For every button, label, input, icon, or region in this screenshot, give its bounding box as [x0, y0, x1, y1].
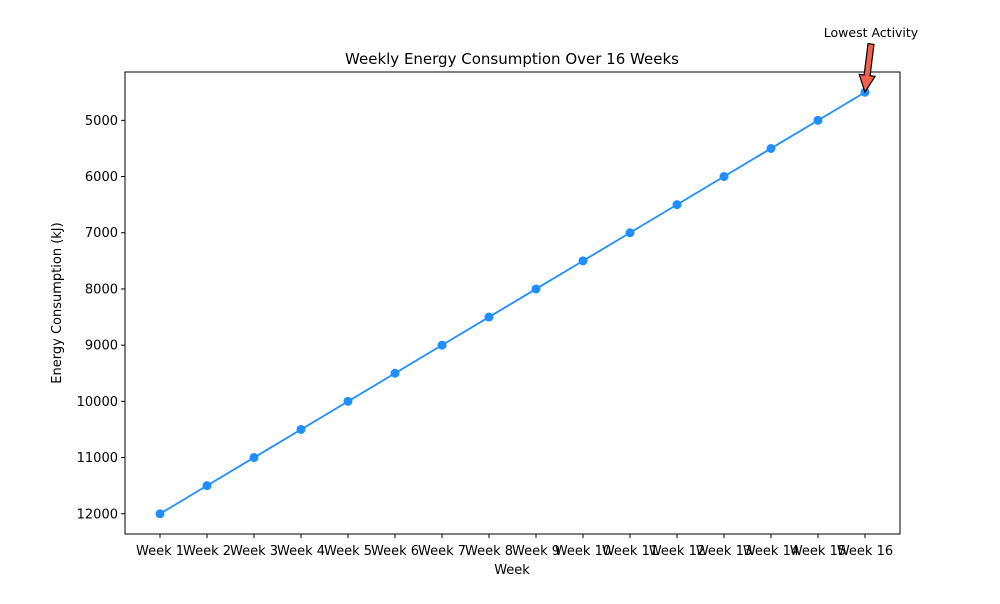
data-point — [578, 256, 588, 266]
data-point — [625, 228, 635, 238]
data-point — [437, 340, 447, 350]
x-tick-label: Week 7 — [418, 544, 466, 559]
data-point — [202, 481, 212, 491]
data-point — [531, 284, 541, 294]
data-point — [672, 200, 682, 210]
y-axis: 5000 6000 7000 8000 9000 10000 11000 12000 — [77, 114, 125, 522]
data-point — [719, 172, 729, 182]
y-tick-label: 10000 — [77, 395, 118, 410]
x-tick-label: Week 16 — [837, 544, 893, 559]
x-tick-label: Week 2 — [183, 544, 231, 559]
y-tick-label: 11000 — [77, 451, 118, 466]
x-tick-label: Week 3 — [230, 544, 278, 559]
series-line — [159, 91, 866, 515]
data-point — [296, 424, 306, 434]
plot-area — [124, 71, 901, 535]
data-point — [249, 453, 259, 463]
data-point — [390, 368, 400, 378]
y-tick-label: 12000 — [77, 507, 118, 522]
y-tick-label: 8000 — [85, 282, 118, 297]
y-tick-label: 5000 — [85, 114, 118, 129]
y-axis-label: Energy Consumption (kJ) — [50, 222, 65, 383]
x-tick-label: Week 12 — [649, 544, 705, 559]
y-tick-label: 7000 — [85, 226, 118, 241]
series-layer — [155, 87, 870, 519]
x-tick-label: Week 8 — [465, 544, 513, 559]
x-tick-label: Week 5 — [324, 544, 372, 559]
x-tick-label: Week 13 — [696, 544, 752, 559]
x-axis-label: Week — [494, 563, 530, 578]
x-tick-label: Week 11 — [602, 544, 658, 559]
data-point — [766, 143, 776, 153]
data-point — [813, 115, 823, 125]
x-tick-label: Week 15 — [790, 544, 846, 559]
x-tick-label: Week 9 — [512, 544, 560, 559]
x-tick-label: Week 6 — [371, 544, 419, 559]
data-point — [343, 396, 353, 406]
data-point — [484, 312, 494, 322]
annotation-arrow — [858, 42, 877, 94]
annotation-layer: Lowest Activity — [824, 25, 919, 94]
x-tick-label: Week 14 — [743, 544, 799, 559]
data-point — [155, 509, 165, 519]
y-tick-label: 9000 — [85, 339, 118, 354]
x-tick-label: Week 4 — [277, 544, 325, 559]
x-tick-label: Week 1 — [136, 544, 184, 559]
y-tick-label: 6000 — [85, 170, 118, 185]
annotation-label: Lowest Activity — [824, 25, 919, 40]
x-tick-label: Week 10 — [555, 544, 611, 559]
chart-title: Weekly Energy Consumption Over 16 Weeks — [345, 50, 679, 68]
